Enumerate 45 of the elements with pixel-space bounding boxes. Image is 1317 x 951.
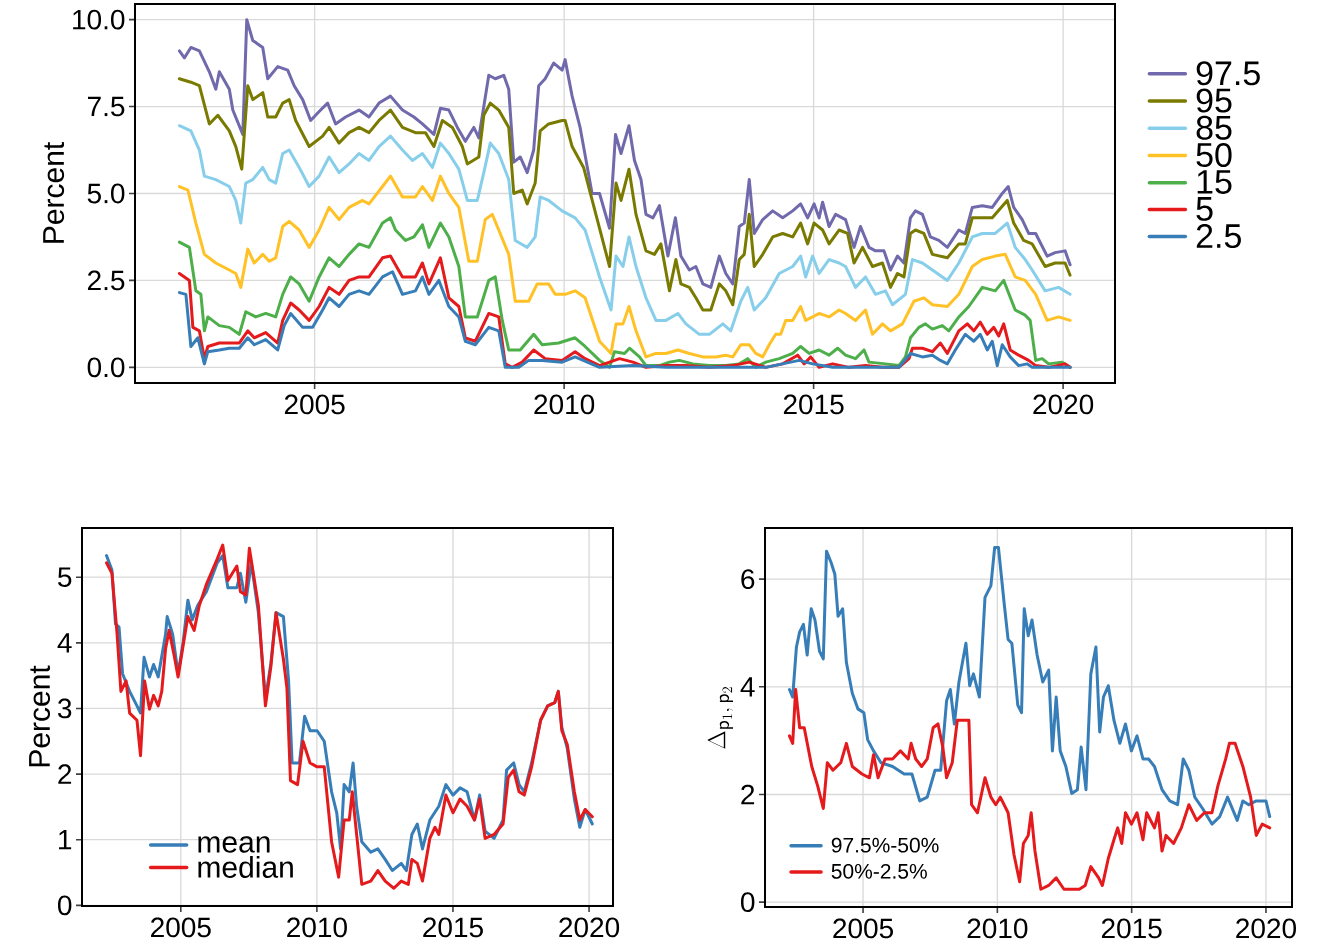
y-tick-label: 4 bbox=[740, 677, 755, 697]
x-tick-label: 2010 bbox=[534, 394, 595, 415]
y-tick-label: 4 bbox=[57, 633, 72, 653]
x-tick-label: 2015 bbox=[423, 917, 483, 938]
y-tick-label: 0 bbox=[58, 895, 72, 916]
y-tick-label: 6 bbox=[741, 569, 755, 590]
x-tick-label: 2010 bbox=[967, 918, 1028, 939]
y-tick-label: 0 bbox=[741, 892, 755, 913]
y-tick-label: 10.0 bbox=[73, 9, 125, 30]
legend-label: 97.5%-50% bbox=[831, 837, 939, 853]
legend-label: 15 bbox=[1197, 170, 1232, 194]
x-tick-label: 2020 bbox=[1033, 394, 1094, 415]
legend-label: mean bbox=[198, 836, 270, 853]
x-tick-label: 2005 bbox=[284, 394, 345, 415]
line-series bbox=[177, 18, 1072, 289]
x-tick-label: 2005 bbox=[833, 918, 894, 939]
x-tick-label: 2015 bbox=[1101, 918, 1162, 939]
y-tick-label: 7.5 bbox=[88, 96, 125, 117]
x-tick-label: 2020 bbox=[559, 917, 620, 938]
line-series bbox=[177, 124, 1072, 336]
y-tick-label: 1 bbox=[59, 830, 72, 850]
legend-label: 50 bbox=[1196, 142, 1232, 168]
legend-label: median bbox=[198, 855, 293, 878]
y-tick-label: 5.0 bbox=[87, 183, 125, 204]
y-tick-label: 2.5 bbox=[87, 270, 125, 291]
legend-label: 95 bbox=[1196, 88, 1232, 113]
x-tick-label: 2020 bbox=[1236, 918, 1296, 939]
x-tick-label: 2010 bbox=[287, 917, 347, 938]
y-axis-title: Percent bbox=[43, 142, 65, 243]
y-axis-title: $\Delta_{\mathsf{p}_1,\,\mathsf{p}_2}$ bbox=[707, 687, 734, 749]
legend-label: 2.5 bbox=[1196, 223, 1241, 249]
y-axis-title: Percent bbox=[29, 665, 51, 767]
legend-label: 85 bbox=[1196, 115, 1232, 140]
y-tick-label: 0.0 bbox=[87, 357, 125, 378]
legend-label: 97.5 bbox=[1196, 61, 1260, 86]
line-series bbox=[787, 545, 1272, 826]
line-series bbox=[177, 174, 1072, 359]
y-tick-label: 2 bbox=[58, 764, 72, 784]
legend-label: 5 bbox=[1196, 197, 1213, 221]
x-tick-label: 2015 bbox=[783, 394, 844, 415]
y-tick-label: 2 bbox=[741, 784, 755, 805]
x-tick-label: 2005 bbox=[151, 917, 211, 938]
y-tick-label: 5 bbox=[58, 567, 72, 587]
y-tick-label: 3 bbox=[57, 698, 72, 719]
legend-label: 50%-2.5% bbox=[831, 863, 927, 879]
